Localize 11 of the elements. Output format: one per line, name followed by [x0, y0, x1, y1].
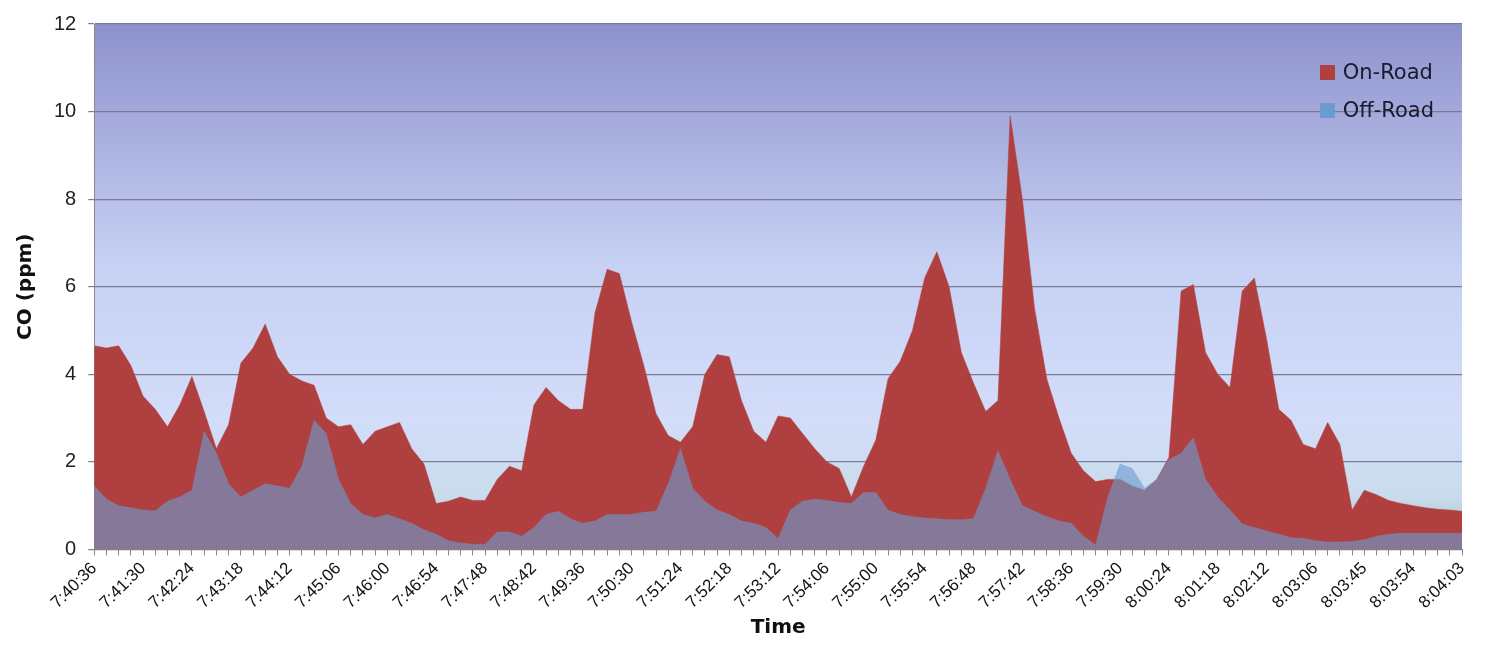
y-tick-label: 0: [65, 536, 77, 559]
y-tick-label: 4: [65, 361, 77, 384]
y-tick-label: 12: [54, 11, 77, 34]
legend-label: Off-Road: [1342, 98, 1434, 122]
y-tick-label: 2: [65, 449, 77, 472]
y-axis-title: CO (ppm): [12, 233, 37, 340]
y-tick-label: 8: [65, 186, 77, 209]
y-tick-label: 6: [65, 274, 77, 297]
x-axis-title: Time: [750, 614, 806, 639]
legend-label: On-Road: [1342, 60, 1433, 84]
y-tick-label: 10: [54, 99, 77, 122]
